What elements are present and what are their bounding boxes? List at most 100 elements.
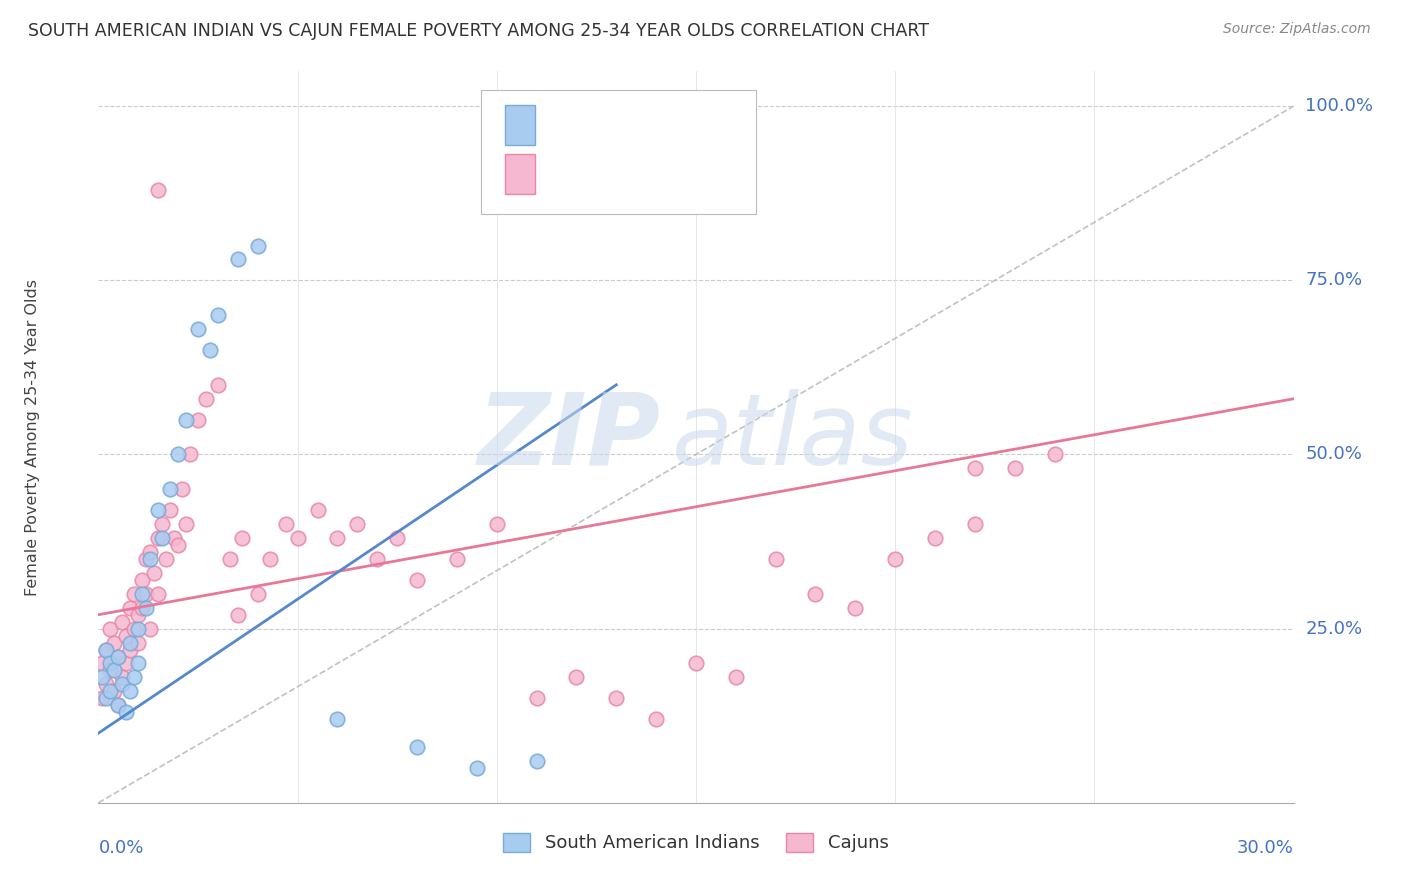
Text: SOUTH AMERICAN INDIAN VS CAJUN FEMALE POVERTY AMONG 25-34 YEAR OLDS CORRELATION : SOUTH AMERICAN INDIAN VS CAJUN FEMALE PO…: [28, 22, 929, 40]
Point: [804, 587, 827, 601]
Point: [103, 684, 125, 698]
Point: [131, 600, 153, 615]
Point: [124, 587, 146, 601]
Point: [150, 517, 173, 532]
Point: [645, 712, 668, 726]
Point: [226, 252, 249, 267]
Point: [148, 503, 170, 517]
Point: [96, 691, 118, 706]
Point: [765, 552, 787, 566]
Point: [1043, 448, 1066, 462]
Point: [115, 705, 138, 719]
Point: [107, 649, 129, 664]
Point: [143, 566, 166, 580]
Point: [446, 552, 468, 566]
Point: [111, 670, 134, 684]
Point: [150, 531, 173, 545]
Point: [195, 392, 218, 406]
Point: [103, 635, 125, 649]
Point: [124, 670, 146, 684]
Point: [124, 622, 146, 636]
Point: [963, 461, 986, 475]
Point: [131, 587, 153, 601]
Point: [219, 552, 242, 566]
Text: 75.0%: 75.0%: [1306, 271, 1362, 289]
FancyBboxPatch shape: [481, 90, 756, 214]
Point: [246, 238, 269, 252]
Point: [526, 691, 548, 706]
Text: N = 32: N = 32: [648, 116, 709, 134]
Point: [120, 684, 142, 698]
Text: R = 0.551: R = 0.551: [544, 116, 631, 134]
Point: [179, 448, 201, 462]
Point: [115, 657, 138, 671]
Point: [844, 600, 866, 615]
Point: [187, 322, 209, 336]
Text: 0.0%: 0.0%: [98, 839, 143, 857]
Text: R = 0.296: R = 0.296: [544, 165, 631, 183]
Point: [139, 552, 162, 566]
Point: [127, 622, 149, 636]
Point: [139, 545, 162, 559]
Point: [155, 552, 177, 566]
Point: [167, 448, 190, 462]
Point: [366, 552, 388, 566]
Point: [385, 531, 409, 545]
Point: [198, 343, 221, 357]
Point: [605, 691, 627, 706]
Point: [111, 615, 134, 629]
Text: 30.0%: 30.0%: [1237, 839, 1294, 857]
Point: [91, 670, 114, 684]
Point: [120, 635, 142, 649]
Point: [172, 483, 194, 497]
Point: [307, 503, 329, 517]
Point: [98, 657, 122, 671]
Point: [346, 517, 368, 532]
Point: [98, 684, 122, 698]
Point: [465, 761, 488, 775]
Point: [163, 531, 186, 545]
Point: [406, 740, 429, 755]
Point: [91, 657, 114, 671]
Point: [96, 642, 118, 657]
Point: [98, 664, 122, 678]
Point: [884, 552, 907, 566]
Point: [107, 649, 129, 664]
Point: [565, 670, 588, 684]
Point: [135, 600, 157, 615]
Point: [127, 635, 149, 649]
Point: [96, 677, 118, 691]
Point: [148, 587, 170, 601]
Point: [226, 607, 249, 622]
Point: [91, 691, 114, 706]
Point: [207, 308, 229, 322]
Point: [287, 531, 309, 545]
Point: [135, 552, 157, 566]
Point: [111, 677, 134, 691]
Point: [103, 664, 125, 678]
Point: [963, 517, 986, 532]
Point: [98, 622, 122, 636]
Point: [724, 670, 747, 684]
Point: [274, 517, 297, 532]
Point: [246, 587, 269, 601]
Text: 50.0%: 50.0%: [1306, 445, 1362, 464]
Point: [107, 698, 129, 713]
Point: [167, 538, 190, 552]
Point: [326, 531, 349, 545]
Point: [148, 183, 170, 197]
Point: [924, 531, 946, 545]
Point: [135, 587, 157, 601]
Bar: [505, 153, 534, 194]
Point: [159, 503, 181, 517]
Point: [231, 531, 253, 545]
Point: [120, 600, 142, 615]
Point: [115, 629, 138, 643]
Point: [174, 517, 197, 532]
Point: [406, 573, 429, 587]
Point: [148, 531, 170, 545]
Point: [120, 642, 142, 657]
Text: ZIP: ZIP: [477, 389, 661, 485]
Point: [107, 698, 129, 713]
Point: [139, 622, 162, 636]
